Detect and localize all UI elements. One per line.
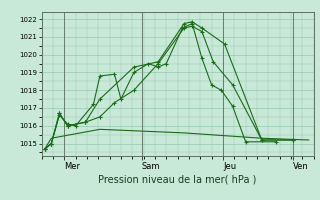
X-axis label: Pression niveau de la mer( hPa ): Pression niveau de la mer( hPa ) bbox=[99, 175, 257, 185]
